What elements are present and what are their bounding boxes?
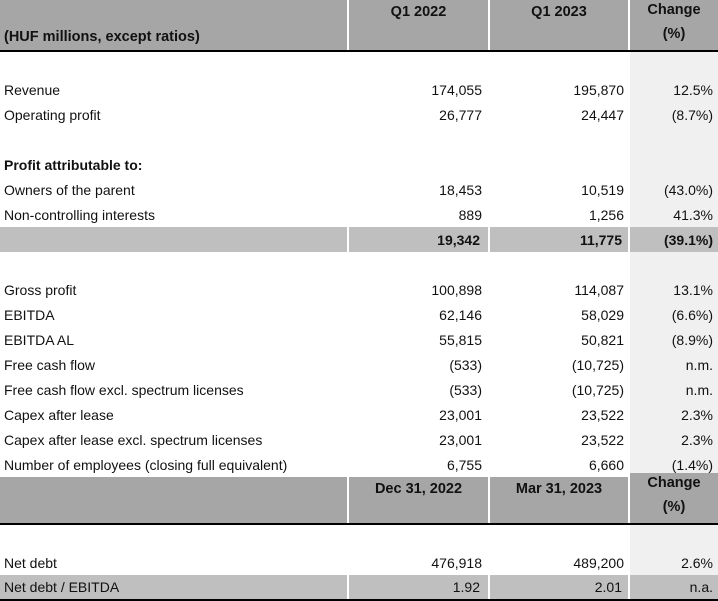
col-header-change-2: Change (%) bbox=[630, 473, 718, 519]
value-col2: 23,522 bbox=[581, 406, 624, 423]
col-header-q1-2023: Q1 2023 bbox=[490, 0, 630, 50]
value-col1: (533) bbox=[449, 356, 482, 373]
table-row: Capex after lease 23,001 23,522 2.3% bbox=[0, 402, 718, 427]
profit-heading-row: Profit attributable to: bbox=[0, 152, 718, 177]
units-label: (HUF millions, except ratios) bbox=[0, 0, 349, 50]
table-row: Free cash flow excl. spectrum licenses (5… bbox=[0, 377, 718, 402]
change-value: n.m. bbox=[630, 352, 718, 377]
value-col2: 23,522 bbox=[581, 431, 624, 448]
value-mar-2023: 2.01 bbox=[490, 575, 630, 599]
change-value: 2.3% bbox=[630, 427, 718, 452]
row-label: Capex after lease bbox=[4, 406, 114, 423]
value-dec-2022: 1.92 bbox=[349, 575, 490, 599]
percent-label: (%) bbox=[662, 26, 686, 42]
table-row: Non-controlling interests 889 1,256 41.3% bbox=[0, 202, 718, 227]
row-label: EBITDA bbox=[4, 306, 55, 323]
row-label: Capex after lease excl. spectrum license… bbox=[4, 431, 263, 448]
table-row: Revenue 174,055 195,870 12.5% bbox=[0, 77, 718, 102]
total-q1-2023: 11,775 bbox=[490, 227, 630, 252]
value-col2: (10,725) bbox=[571, 381, 624, 398]
value-col2: 114,087 bbox=[574, 281, 624, 298]
balance-header: Dec 31, 2022 Mar 31, 2023 Change (%) bbox=[0, 473, 718, 523]
table-row: EBITDA 62,146 58,029 (6.6%) bbox=[0, 302, 718, 327]
change-value: (43.0%) bbox=[630, 177, 718, 202]
change-label: Change bbox=[647, 475, 701, 491]
table-row: Capex after lease excl. spectrum license… bbox=[0, 427, 718, 452]
col-header-mar-2023: Mar 31, 2023 bbox=[490, 477, 630, 523]
table-row: Net debt 476,918 489,200 2.6% bbox=[0, 550, 718, 575]
total-q1-2022: 19,342 bbox=[349, 227, 490, 252]
row-label: Number of employees (closing full equiva… bbox=[4, 456, 288, 473]
change-value: 2.3% bbox=[630, 402, 718, 427]
change-value: (6.6%) bbox=[630, 302, 718, 327]
change-value: 2.6% bbox=[630, 550, 718, 575]
value-col1: 174,055 bbox=[431, 81, 482, 98]
col-header-change: Change (%) bbox=[630, 0, 718, 46]
value-col2: 195,870 bbox=[573, 81, 624, 98]
table-row: Operating profit 26,777 24,447 (8.7%) bbox=[0, 102, 718, 127]
value-col1: 18,453 bbox=[439, 181, 482, 198]
value-col2: 24,447 bbox=[581, 106, 624, 123]
value-col1: 62,146 bbox=[439, 306, 482, 323]
divider bbox=[0, 50, 718, 52]
total-row: 19,342 11,775 (39.1%) bbox=[0, 227, 718, 252]
row-label: Operating profit bbox=[4, 106, 101, 123]
row-label: Owners of the parent bbox=[4, 181, 135, 198]
value-col1: (533) bbox=[449, 381, 482, 398]
divider bbox=[0, 523, 718, 525]
value-col1: 889 bbox=[458, 206, 482, 223]
value-col2: 10,519 bbox=[581, 181, 624, 198]
ratio-row: Net debt / EBITDA 1.92 2.01 n.a. bbox=[0, 575, 718, 599]
blank-row bbox=[0, 52, 718, 77]
row-label: Free cash flow bbox=[4, 356, 96, 373]
value-col1: 100,898 bbox=[431, 281, 482, 298]
change-label: Change bbox=[647, 2, 701, 18]
value-col1: 23,001 bbox=[439, 431, 482, 448]
table-row: Number of employees (closing full equiva… bbox=[0, 452, 718, 477]
table-row: Gross profit 100,898 114,087 13.1% bbox=[0, 277, 718, 302]
row-label: EBITDA AL bbox=[4, 331, 75, 348]
row-label: Revenue bbox=[4, 81, 61, 98]
value-col2: 6,660 bbox=[588, 456, 624, 473]
table-header: (HUF millions, except ratios) Q1 2022 Q1… bbox=[0, 0, 718, 50]
total-change: (39.1%) bbox=[630, 227, 718, 252]
value-col1: 55,815 bbox=[439, 331, 482, 348]
value-col2: 489,200 bbox=[573, 554, 624, 571]
value-col2: 58,029 bbox=[581, 306, 624, 323]
table-row: Owners of the parent 18,453 10,519 (43.0%) bbox=[0, 177, 718, 202]
row-label: Gross profit bbox=[4, 281, 77, 298]
profit-heading: Profit attributable to: bbox=[4, 156, 143, 173]
blank-row bbox=[0, 127, 718, 152]
row-label: Net debt bbox=[4, 554, 57, 571]
row-label: Net debt / EBITDA bbox=[0, 575, 349, 599]
change-value: (8.9%) bbox=[630, 327, 718, 352]
change-value: 13.1% bbox=[630, 277, 718, 302]
value-col2: 1,256 bbox=[588, 206, 624, 223]
percent-label: (%) bbox=[662, 499, 686, 515]
table-row: EBITDA AL 55,815 50,821 (8.9%) bbox=[0, 327, 718, 352]
blank-row bbox=[0, 525, 718, 550]
blank-row bbox=[0, 252, 718, 277]
value-col1: 6,755 bbox=[446, 456, 482, 473]
change-value: (8.7%) bbox=[630, 102, 718, 127]
change-value: 41.3% bbox=[630, 202, 718, 227]
value-col2: 50,821 bbox=[581, 331, 624, 348]
value-col2: (10,725) bbox=[571, 356, 624, 373]
value-col1: 476,918 bbox=[431, 554, 482, 571]
change-value: n.m. bbox=[630, 377, 718, 402]
value-col1: 23,001 bbox=[439, 406, 482, 423]
row-label: Non-controlling interests bbox=[4, 206, 155, 223]
table-row: Free cash flow (533) (10,725) n.m. bbox=[0, 352, 718, 377]
row-label: Free cash flow excl. spectrum licenses bbox=[4, 381, 244, 398]
col-header-dec-2022: Dec 31, 2022 bbox=[349, 477, 490, 523]
change-value: n.a. bbox=[630, 575, 718, 599]
change-value: (1.4%) bbox=[630, 452, 718, 477]
value-col1: 26,777 bbox=[439, 106, 482, 123]
col-header-q1-2022: Q1 2022 bbox=[349, 0, 490, 50]
change-value: 12.5% bbox=[630, 77, 718, 102]
